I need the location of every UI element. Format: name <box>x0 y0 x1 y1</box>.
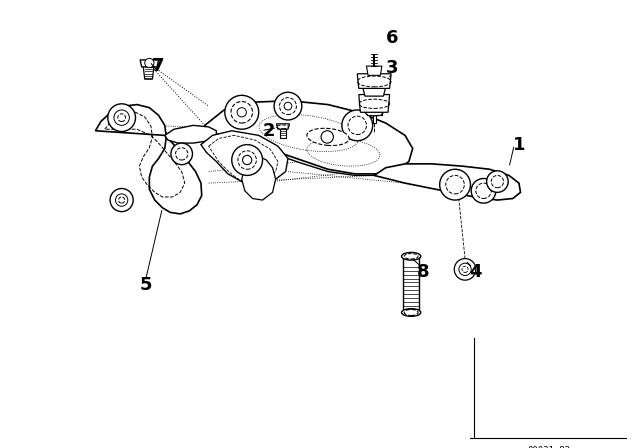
Circle shape <box>238 151 257 169</box>
Polygon shape <box>143 66 154 79</box>
Ellipse shape <box>401 252 420 260</box>
Polygon shape <box>367 110 382 116</box>
Circle shape <box>171 143 193 165</box>
Polygon shape <box>357 74 391 88</box>
Polygon shape <box>374 164 520 200</box>
Circle shape <box>280 98 296 115</box>
Text: 4: 4 <box>470 263 482 280</box>
Circle shape <box>110 189 133 211</box>
Circle shape <box>118 197 125 203</box>
Circle shape <box>446 176 464 194</box>
Polygon shape <box>372 114 376 123</box>
Circle shape <box>321 131 333 143</box>
Circle shape <box>237 108 246 117</box>
Circle shape <box>274 92 302 120</box>
Circle shape <box>476 183 492 198</box>
Circle shape <box>462 266 468 272</box>
Text: 6: 6 <box>386 30 398 47</box>
Circle shape <box>368 29 380 42</box>
Ellipse shape <box>404 310 418 315</box>
Circle shape <box>232 145 262 176</box>
Polygon shape <box>359 95 390 112</box>
Text: 8: 8 <box>417 263 429 280</box>
Polygon shape <box>276 124 289 129</box>
Polygon shape <box>367 66 382 75</box>
Circle shape <box>348 116 367 134</box>
Text: 00031-82: 00031-82 <box>527 446 570 448</box>
Circle shape <box>471 178 496 203</box>
Circle shape <box>440 169 470 200</box>
Polygon shape <box>242 156 276 200</box>
Circle shape <box>492 176 504 188</box>
Circle shape <box>284 102 292 110</box>
Polygon shape <box>403 256 419 310</box>
Circle shape <box>115 194 128 206</box>
Text: 7: 7 <box>152 57 164 75</box>
Circle shape <box>231 102 253 123</box>
Text: 3: 3 <box>386 59 398 77</box>
Circle shape <box>175 148 188 160</box>
Polygon shape <box>280 128 285 138</box>
Polygon shape <box>363 87 386 96</box>
Polygon shape <box>205 123 386 176</box>
Circle shape <box>459 263 471 276</box>
Ellipse shape <box>401 309 420 316</box>
Circle shape <box>108 104 136 132</box>
Circle shape <box>114 110 129 125</box>
Polygon shape <box>95 104 202 214</box>
Circle shape <box>118 114 125 121</box>
Circle shape <box>243 155 252 165</box>
Circle shape <box>225 95 259 129</box>
Text: 2: 2 <box>262 122 275 140</box>
Polygon shape <box>205 101 413 174</box>
Polygon shape <box>164 125 216 143</box>
Polygon shape <box>367 37 381 43</box>
Text: 5: 5 <box>140 276 152 294</box>
Ellipse shape <box>307 128 349 146</box>
Text: 1: 1 <box>513 136 525 154</box>
Circle shape <box>486 171 508 192</box>
Circle shape <box>342 110 372 141</box>
Ellipse shape <box>365 110 383 116</box>
Polygon shape <box>140 60 159 67</box>
Circle shape <box>145 58 154 68</box>
Circle shape <box>454 258 476 280</box>
Polygon shape <box>201 131 288 185</box>
